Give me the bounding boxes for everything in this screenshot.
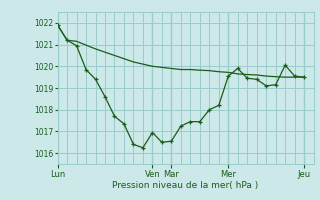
X-axis label: Pression niveau de la mer( hPa ): Pression niveau de la mer( hPa )	[112, 181, 259, 190]
